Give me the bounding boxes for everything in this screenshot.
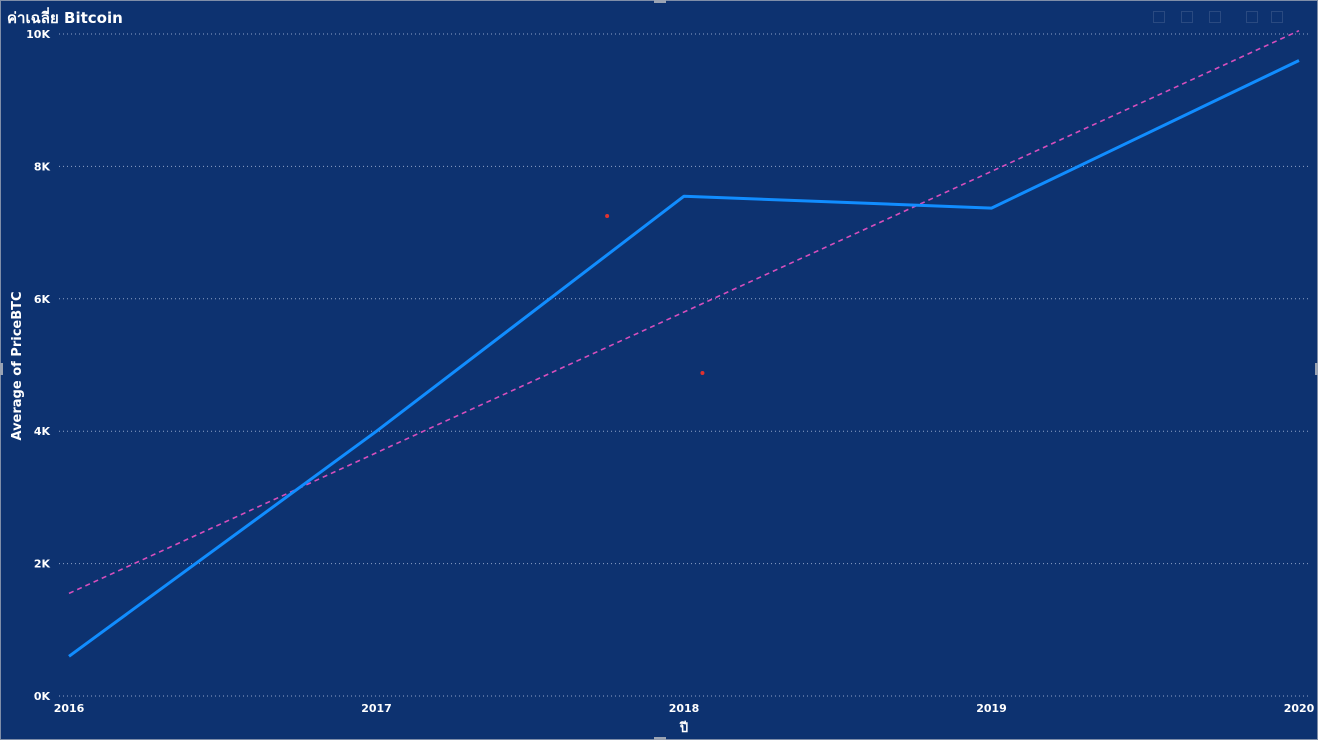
x-tick-label: 2020: [1284, 702, 1315, 715]
chart-title: ค่าเฉลี่ย Bitcoin: [7, 9, 123, 27]
more-options-icon[interactable]: [1271, 11, 1283, 23]
series-line[interactable]: [68, 59, 1300, 658]
marker-layer: [605, 214, 705, 375]
y-tick-label: 4K: [34, 425, 51, 438]
anomaly-marker[interactable]: [700, 370, 705, 375]
anomaly-marker[interactable]: [605, 214, 610, 219]
y-tick-label: 0K: [34, 690, 51, 703]
pin-icon[interactable]: [1153, 11, 1165, 23]
x-tick-label: 2016: [54, 702, 85, 715]
y-axis-title: Average of PriceBTC: [10, 291, 25, 440]
x-tick-label: 2017: [361, 702, 392, 715]
grid-lines: [59, 33, 1309, 697]
x-axis-title: ปี: [679, 720, 688, 736]
resize-handle-right[interactable]: [1315, 363, 1318, 375]
resize-handle-left[interactable]: [0, 363, 3, 375]
focus-mode-icon[interactable]: [1246, 11, 1258, 23]
trend-line-layer: [68, 29, 1300, 595]
x-tick-label: 2018: [669, 702, 700, 715]
x-axis-ticks: 2016 2017 2018 2019 2020: [54, 702, 1315, 715]
y-tick-label: 6K: [34, 293, 51, 306]
x-tick-label: 2019: [976, 702, 1007, 715]
y-tick-label: 10K: [26, 28, 50, 41]
copy-icon[interactable]: [1181, 11, 1193, 23]
y-axis-ticks: 0K 2K 4K 6K 8K 10K: [26, 28, 50, 703]
y-tick-label: 2K: [34, 558, 51, 571]
resize-handle-top[interactable]: [654, 0, 666, 3]
series-layer: [68, 59, 1300, 658]
y-tick-label: 8K: [34, 160, 51, 173]
trend-line: [68, 29, 1300, 595]
resize-handle-bottom[interactable]: [654, 737, 666, 740]
filter-icon[interactable]: [1209, 11, 1221, 23]
